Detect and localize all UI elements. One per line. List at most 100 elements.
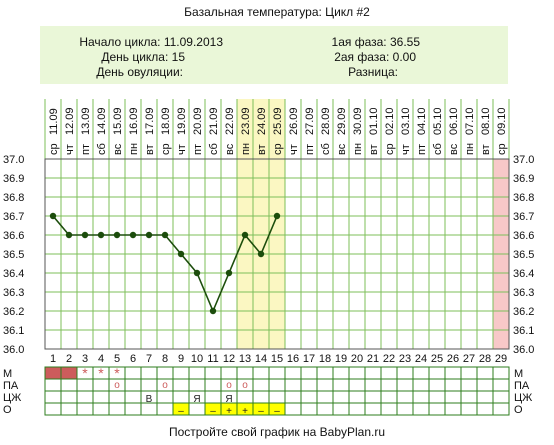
y-tick-label-right: 36.0: [513, 344, 534, 356]
temperature-point: [161, 231, 169, 239]
chart-title: Базальная температура: Цикл #2: [184, 5, 370, 19]
y-tick-label-right: 36.9: [513, 173, 534, 185]
date-value: 18.09: [160, 107, 172, 135]
date-value: 12.09: [64, 107, 76, 135]
symbol-cell: [492, 390, 510, 404]
symbol-cell: [348, 366, 366, 380]
symbol-cell: [380, 390, 398, 404]
date-value: 07.10: [464, 107, 476, 135]
symbol-cell: [428, 390, 446, 404]
y-tick-label-left: 36.8: [3, 192, 24, 204]
symbol-cell: [460, 366, 478, 380]
symbol-mark: +: [242, 406, 248, 417]
temperature-point: [65, 231, 73, 239]
temperature-point: [177, 250, 185, 258]
symbol-cell: [156, 402, 174, 416]
date-value: 20.09: [192, 107, 204, 135]
day-number: 21: [367, 353, 379, 365]
date-label: вс 06.10: [448, 107, 460, 155]
date-value: 27.09: [304, 107, 316, 135]
cycle-day-label: День цикла:: [101, 50, 169, 64]
row-label-left: О: [3, 404, 12, 416]
date-label: сб 05.10: [432, 107, 444, 155]
symbol-cell: [316, 366, 334, 380]
day-number: 16: [287, 353, 299, 365]
temperature-point: [97, 231, 105, 239]
cycle-info-box: [40, 26, 508, 84]
symbol-cell: [444, 390, 462, 404]
phase1: 1ая фаза: 36.55: [300, 35, 420, 49]
symbol-cell: [380, 402, 398, 416]
date-label: пт 27.09: [304, 107, 316, 155]
symbol-cell: [428, 366, 446, 380]
day-number: 4: [98, 353, 104, 365]
weekday-label: вт: [144, 144, 156, 155]
cycle-start-label: Начало цикла:: [79, 35, 161, 49]
date-value: 28.09: [320, 107, 332, 135]
date-value: 24.09: [256, 107, 268, 135]
y-tick-label-left: 36.5: [3, 249, 24, 261]
symbol-mark: o: [114, 380, 120, 391]
symbol-cell: [252, 366, 270, 380]
day-number: 11: [207, 353, 218, 365]
symbol-cell: [444, 378, 462, 392]
symbol-cell: [300, 366, 318, 380]
symbol-cell: [412, 390, 430, 404]
symbol-cell: [44, 366, 62, 380]
day-number: 20: [351, 353, 363, 365]
day-number: 24: [415, 353, 427, 365]
symbol-mark: o: [242, 380, 248, 391]
symbol-cell: [316, 378, 334, 392]
phase2-value: 0.00: [392, 50, 416, 64]
symbol-cell: [156, 390, 174, 404]
phase-highlight-band: [237, 99, 285, 349]
symbol-cell: [444, 402, 462, 416]
symbol-cell: [76, 402, 94, 416]
symbol-cell: [284, 390, 302, 404]
date-value: 13.09: [80, 107, 92, 135]
symbol-cell: [60, 402, 78, 416]
symbol-cell: [204, 378, 222, 392]
day-number: 28: [479, 353, 491, 365]
symbol-cell: [476, 402, 494, 416]
weekday-label: ср: [496, 143, 508, 155]
symbol-cell: [332, 366, 350, 380]
weekday-label: пн: [352, 143, 364, 155]
symbol-cell: [364, 402, 382, 416]
symbol-cell: [188, 402, 206, 416]
temperature-point: [145, 231, 153, 239]
y-tick-label-left: 36.1: [3, 325, 24, 337]
day-number: 3: [82, 353, 88, 365]
symbol-cell: [364, 378, 382, 392]
symbol-cell: [172, 366, 190, 380]
symbol-cell: [460, 378, 478, 392]
date-value: 26.09: [288, 107, 300, 135]
weekday-label: чт: [176, 144, 188, 155]
date-label: вс 29.09: [336, 107, 348, 155]
date-label: вт 17.09: [144, 107, 156, 155]
temperature-point: [193, 269, 201, 277]
symbol-cell: [188, 378, 206, 392]
cycle-start-value: 11.09.2013: [163, 35, 223, 49]
symbol-cell: [124, 402, 142, 416]
symbol-cell: [492, 402, 510, 416]
temperature-point: [257, 250, 265, 258]
difference-label: Разница:: [348, 65, 398, 79]
weekday-label: вт: [480, 144, 492, 155]
weekday-label: пн: [240, 143, 252, 155]
symbol-cell: [460, 402, 478, 416]
footer-text: Постройте свой график на BabyPlan.ru: [168, 425, 386, 439]
symbol-cell: [156, 366, 174, 380]
day-number: 8: [162, 353, 168, 365]
symbol-cell: [284, 366, 302, 380]
day-number: 27: [463, 353, 475, 365]
phase2-label: 2ая фаза:: [334, 50, 390, 64]
symbol-cell: [300, 402, 318, 416]
date-label: вт 01.10: [368, 107, 380, 155]
date-value: 29.09: [336, 107, 348, 135]
date-label: чт 19.09: [176, 107, 188, 155]
temperature-point: [209, 307, 217, 315]
symbol-cell: [348, 390, 366, 404]
symbol-cell: [444, 366, 462, 380]
